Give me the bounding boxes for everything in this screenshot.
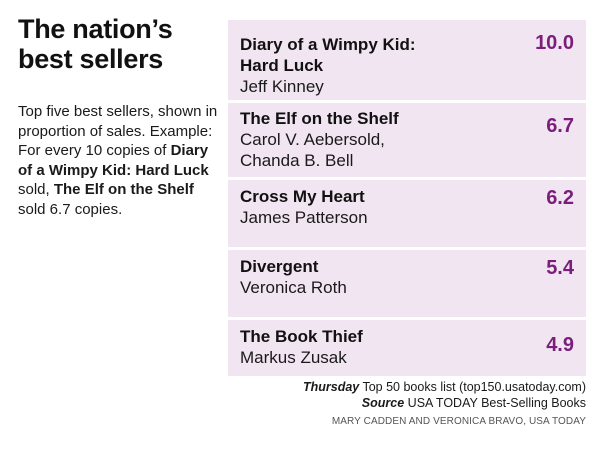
book-title: Diary of a Wimpy Kid: — [240, 35, 416, 54]
book-title: Cross My Heart — [240, 187, 365, 206]
description-book-1: Diary of a Wimpy Kid: Hard Luck — [18, 142, 209, 179]
description-part-1: Top five best sellers, shown in proporti… — [18, 103, 218, 159]
book-author: James Patterson — [240, 208, 368, 227]
book-title: The Elf on the Shelf — [240, 109, 399, 128]
footer-credit: MARY CADDEN AND VERONICA BRAVO, USA TODA… — [331, 416, 586, 427]
table-row: The Elf on the Shelf Carol V. Aebersold, C… — [228, 108, 586, 171]
description-part-2: sold, — [18, 181, 54, 198]
book-author: Carol V. Aebersold, — [240, 130, 385, 149]
description: Top five best sellers, shown in proporti… — [18, 102, 218, 219]
row-divider — [228, 247, 586, 250]
footer-line-source: Source USA TODAY Best-Selling Books — [362, 396, 586, 410]
book-title: Divergent — [240, 257, 319, 276]
book-author: Veronica Roth — [240, 278, 347, 297]
sales-value: 6.2 — [546, 187, 574, 209]
book-title: Hard Luck — [240, 56, 324, 75]
table-row: Cross My Heart James Patterson — [228, 186, 586, 228]
sales-value: 10.0 — [535, 32, 574, 54]
title-line-1: The nation’s — [18, 14, 173, 44]
book-author: Jeff Kinney — [240, 77, 324, 96]
footer-thursday-label: Thursday — [302, 380, 360, 394]
table-row: The Book Thief Markus Zusak — [228, 326, 586, 368]
page-title: The nation’s best sellers — [18, 14, 218, 74]
footer-source-label: Source — [361, 396, 405, 410]
row-divider — [228, 317, 586, 320]
book-author: Chanda B. Bell — [240, 151, 354, 170]
table-row: Divergent Veronica Roth — [228, 256, 586, 298]
row-divider — [228, 177, 586, 180]
intro-column: The nation’s best sellers Top five best … — [18, 14, 218, 219]
sales-value: 6.7 — [546, 115, 574, 137]
sales-value: 5.4 — [546, 257, 574, 279]
book-title: The Book Thief — [240, 327, 363, 346]
book-author: Markus Zusak — [240, 348, 347, 367]
row-divider — [228, 100, 586, 103]
table-row: Diary of a Wimpy Kid: Hard Luck Jeff Kinne… — [228, 34, 586, 97]
bestseller-table: Diary of a Wimpy Kid: Hard Luck Jeff Kinne… — [228, 20, 586, 376]
footer-source-text: USA TODAY Best-Selling Books — [404, 396, 586, 410]
description-book-2: The Elf on the Shelf — [53, 181, 194, 198]
title-line-2: best sellers — [18, 44, 163, 74]
footer-thursday-text: Top 50 books list (top150.usatoday.com) — [359, 380, 586, 394]
description-part-3: sold 6.7 copies. — [18, 200, 123, 218]
sales-value: 4.9 — [546, 334, 574, 356]
footer-line-thursday: Thursday Top 50 books list (top150.usato… — [303, 380, 586, 394]
